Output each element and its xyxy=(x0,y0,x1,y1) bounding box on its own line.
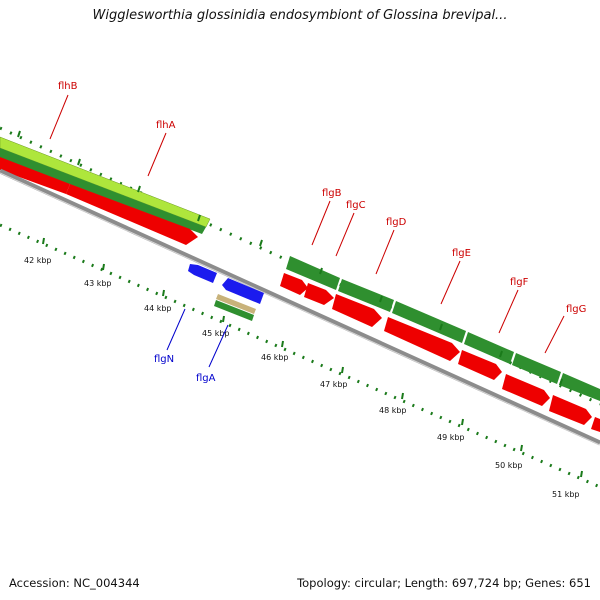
scale-label-42: 42 kbp xyxy=(24,256,52,265)
gene-label-flhA: flhA xyxy=(156,120,176,131)
scale-labels: 42 kbp 43 kbp 44 kbp 45 kbp 46 kbp 47 kb… xyxy=(24,256,580,499)
accession-text: Accession: NC_004344 xyxy=(9,576,140,590)
gene-label-flgN: flgN xyxy=(154,354,174,365)
scale-label-43: 43 kbp xyxy=(84,279,112,288)
map-title: Wigglesworthia glossinidia endosymbiont … xyxy=(92,8,508,23)
scale-label-50: 50 kbp xyxy=(495,461,523,470)
flgA-bars xyxy=(214,294,256,321)
flg-gene-bars xyxy=(286,256,600,401)
flh-cds-arrows xyxy=(0,157,198,245)
label-leader-lines xyxy=(49,94,565,368)
flh-gene-bars xyxy=(0,136,211,234)
scale-label-47: 47 kbp xyxy=(320,380,348,389)
gene-label-flgF: flgF xyxy=(510,277,529,288)
gene-label-flhB: flhB xyxy=(58,81,78,92)
flg-cds-arrows xyxy=(280,273,600,432)
gene-labels: flhB flhA flgB flgC flgD flgE flgF flgG … xyxy=(58,81,586,384)
gene-label-flgB: flgB xyxy=(322,188,342,199)
scale-label-49: 49 kbp xyxy=(437,433,465,442)
gene-label-flgC: flgC xyxy=(346,200,366,211)
scale-label-46: 46 kbp xyxy=(261,353,289,362)
lower-major-ticks xyxy=(42,237,583,478)
gene-label-flgE: flgE xyxy=(452,248,471,259)
topology-text: Topology: circular; Length: 697,724 bp; … xyxy=(297,576,591,590)
scale-label-44: 44 kbp xyxy=(144,304,172,313)
scale-label-48: 48 kbp xyxy=(379,406,407,415)
scale-label-45: 45 kbp xyxy=(202,329,230,338)
gene-label-flgD: flgD xyxy=(386,217,407,228)
gene-label-flgA: flgA xyxy=(196,373,216,384)
genome-backbone xyxy=(0,168,600,446)
gene-label-flgG: flgG xyxy=(566,304,586,315)
upper-major-ticks xyxy=(17,130,563,386)
reverse-strand-genes xyxy=(188,264,264,304)
scale-label-51: 51 kbp xyxy=(552,490,580,499)
